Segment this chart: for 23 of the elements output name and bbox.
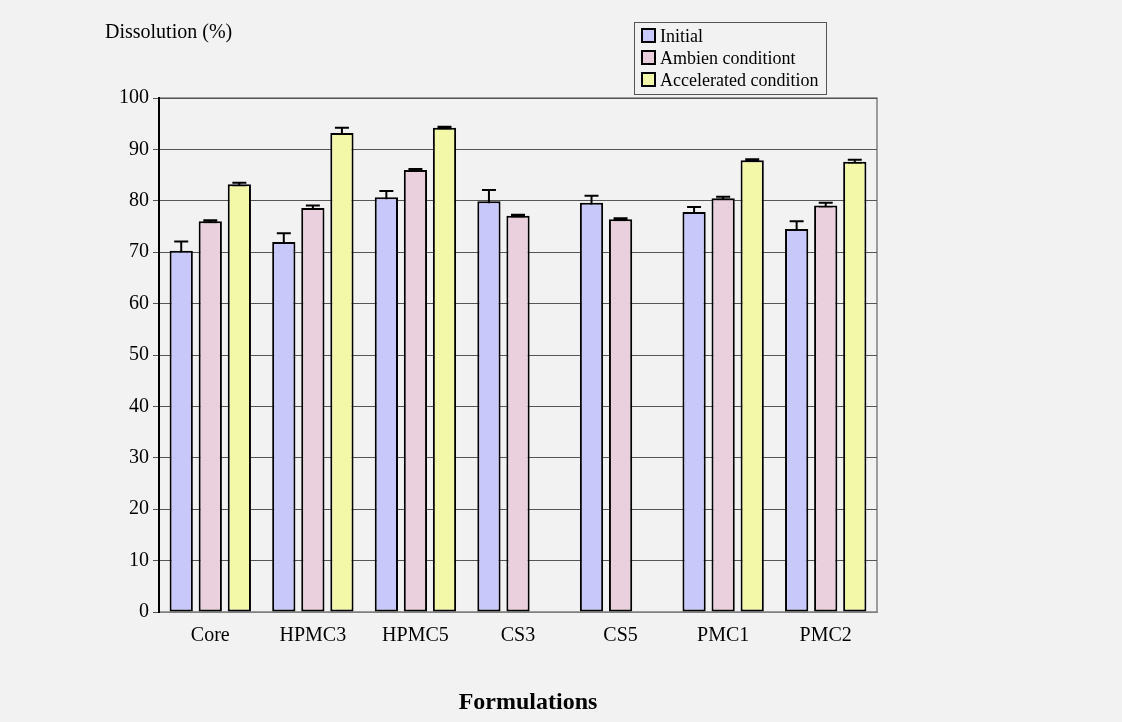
- x-tick-label: CS5: [603, 623, 638, 646]
- x-tick-label: CS3: [500, 623, 536, 646]
- y-axis-title: Dissolution (%): [105, 20, 233, 43]
- y-tick-label: 90: [129, 136, 149, 159]
- legend-label: Ambien conditiont: [660, 48, 796, 68]
- x-axis-title: Formulations: [457, 688, 599, 715]
- y-tick-label: 50: [129, 342, 149, 365]
- x-tick-label: PMC2: [799, 623, 852, 646]
- y-tick-label: 40: [129, 393, 149, 416]
- y-tick-label: 30: [129, 445, 149, 468]
- y-tick-label: 10: [129, 547, 149, 570]
- x-tick-label: HPMC3: [279, 623, 347, 646]
- x-tick-label: Core: [190, 623, 230, 646]
- y-tick-label: 60: [129, 290, 149, 313]
- y-tick-label: 100: [119, 85, 149, 108]
- y-tick-label: 0: [139, 599, 149, 622]
- legend-label: Accelerated condition: [660, 70, 819, 90]
- legend-label: Initial: [660, 26, 703, 46]
- y-tick-label: 80: [129, 188, 149, 211]
- x-tick-label: PMC1: [697, 623, 750, 646]
- y-tick-label: 70: [129, 239, 149, 262]
- x-tick-label: HPMC5: [382, 623, 449, 646]
- y-tick-label: 20: [129, 496, 149, 519]
